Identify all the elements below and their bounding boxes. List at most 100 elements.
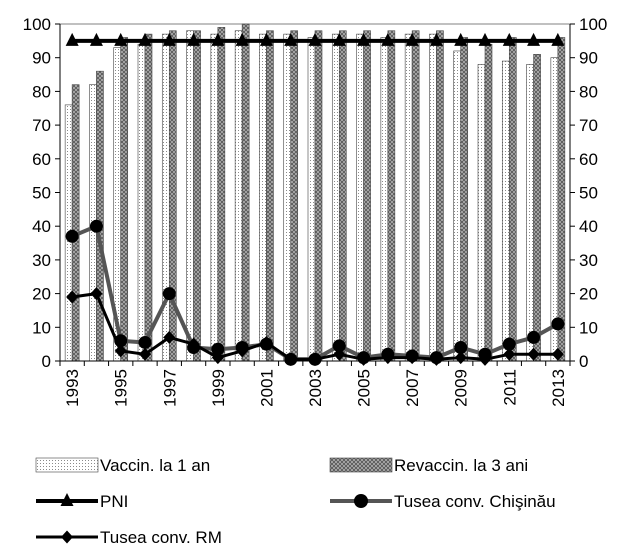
bar-revaccin-2013: [557, 37, 566, 362]
marker-pni-2001: [259, 32, 273, 46]
legend-item-pni: PNI: [36, 492, 128, 511]
y-tick-label-left-100: 100: [23, 15, 51, 34]
y-tick-label-right-10: 10: [579, 318, 598, 337]
marker-pni-1996: [138, 32, 152, 46]
legend-label-vaccin: Vaccin. la 1 an: [100, 456, 210, 475]
marker-chisinau-1999: [211, 342, 225, 356]
y-tick-label-left-70: 70: [32, 116, 51, 135]
y-tick-label-right-60: 60: [579, 150, 598, 169]
marker-chisinau-1996: [138, 335, 152, 349]
marker-pni-2012: [527, 32, 541, 46]
bar-revaccin-2002: [290, 30, 299, 362]
y-tick-label-left-20: 20: [32, 285, 51, 304]
x-tick-label-1993: 1993: [63, 369, 82, 407]
legend-label-rm: Tusea conv. RM: [100, 528, 222, 547]
marker-rm-1994: [90, 287, 103, 301]
axes: 0 0 10 10 20 20 30 30 40 40 50 50 60 60 70 70 80 80 90 90 10…: [23, 15, 608, 407]
legend-swatch-vaccin: [35, 457, 99, 473]
x-tick-label-2001: 2001: [257, 369, 276, 407]
marker-pni-2009: [454, 32, 468, 46]
marker-chisinau-2013: [551, 317, 565, 331]
x-tick-label-2009: 2009: [452, 369, 471, 407]
y-tick-label-right-80: 80: [579, 82, 598, 101]
marker-rm-2002: [284, 352, 297, 366]
marker-rm-2000: [236, 344, 249, 358]
marker-pni-1995: [114, 32, 128, 46]
bar-revaccin-1996: [144, 33, 153, 362]
bar-revaccin-1999: [217, 27, 226, 362]
bar-vaccin-2011: [501, 60, 510, 362]
x-tick-label-1997: 1997: [160, 369, 179, 407]
bar-vaccin-1999: [210, 33, 219, 362]
legend-item-vaccin: Vaccin. la 1 an: [35, 456, 210, 475]
bar-revaccin-1993: [71, 84, 80, 362]
y-tick-label-right-70: 70: [579, 116, 598, 135]
marker-pni-1994: [89, 32, 103, 46]
legend-item-chisinau: Tusea conv. Chişinău: [330, 492, 556, 511]
bar-vaccin-2001: [259, 33, 267, 362]
y-tick-label-right-0: 0: [579, 352, 588, 371]
y-tick-label-right-20: 20: [579, 285, 598, 304]
x-tick-label-2005: 2005: [355, 369, 374, 407]
y-tick-label-left-50: 50: [32, 184, 51, 203]
bar-vaccin-2006: [380, 37, 389, 362]
y-tick-label-left-0: 0: [42, 352, 51, 371]
marker-rm-2011: [503, 347, 516, 361]
marker-chisinau-2004: [332, 339, 346, 353]
x-tick-label-1995: 1995: [112, 369, 131, 407]
legend-label-revaccin: Revaccin. la 3 ani: [394, 456, 528, 475]
marker-pni-2006: [381, 32, 395, 46]
y-tick-label-right-40: 40: [579, 217, 598, 236]
bar-vaccin-2010: [477, 64, 486, 362]
bar-revaccin-1998: [193, 30, 201, 362]
bar-vaccin-2004: [331, 33, 340, 362]
marker-pni-2013: [551, 32, 565, 46]
marker-pni-2005: [357, 32, 371, 46]
y-tick-label-right-30: 30: [579, 251, 598, 270]
bar-revaccin-2003: [314, 30, 323, 362]
marker-rm-2003: [309, 352, 321, 366]
marker-rm-1998: [187, 337, 200, 351]
marker-pni-2004: [332, 32, 346, 46]
marker-chisinau-1993: [65, 229, 79, 243]
legend-label-pni: PNI: [100, 492, 128, 511]
bar-vaccin-2008: [429, 33, 437, 362]
x-tick-label-1999: 1999: [209, 369, 228, 407]
bar-vaccin-2005: [356, 33, 364, 362]
bar-revaccin-2011: [508, 37, 517, 362]
marker-pni-2011: [502, 32, 516, 46]
legend-marker-rm: [61, 530, 73, 544]
marker-rm-2010: [479, 352, 491, 366]
bar-vaccin-2007: [404, 33, 413, 362]
legend-marker-chisinau: [354, 494, 368, 508]
bar-vaccin-2012: [526, 64, 534, 362]
marker-pni-2003: [308, 32, 322, 46]
marker-rm-2005: [357, 352, 370, 366]
legend-label-chisinau: Tusea conv. Chişinău: [394, 492, 556, 511]
legend-marker-pni: [60, 493, 74, 506]
bar-revaccin-2005: [363, 30, 371, 362]
legend-swatch-revaccin: [329, 457, 393, 473]
bar-vaccin-1996: [137, 43, 146, 362]
marker-pni-1999: [211, 32, 225, 46]
bar-revaccin-1994: [96, 70, 104, 362]
bars: [64, 23, 566, 362]
marker-rm-1996: [139, 347, 151, 361]
marker-pni-2000: [235, 32, 249, 46]
marker-chisinau-2009: [454, 341, 468, 355]
marker-pni-1998: [187, 32, 201, 46]
lines: [65, 32, 565, 366]
bar-vaccin-2003: [307, 37, 316, 362]
x-tick-label-2011: 2011: [500, 369, 519, 406]
x-tick-label-2003: 2003: [306, 369, 325, 407]
marker-chisinau-2012: [527, 330, 541, 344]
marker-rm-1993: [66, 290, 79, 304]
x-tick-label-2007: 2007: [403, 369, 422, 407]
y-tick-label-right-100: 100: [579, 15, 607, 34]
marker-pni-1997: [162, 32, 176, 46]
y-tick-label-left-30: 30: [32, 251, 51, 270]
marker-chisinau-1994: [89, 219, 103, 233]
bar-revaccin-2007: [411, 30, 420, 362]
marker-rm-2008: [430, 352, 443, 366]
